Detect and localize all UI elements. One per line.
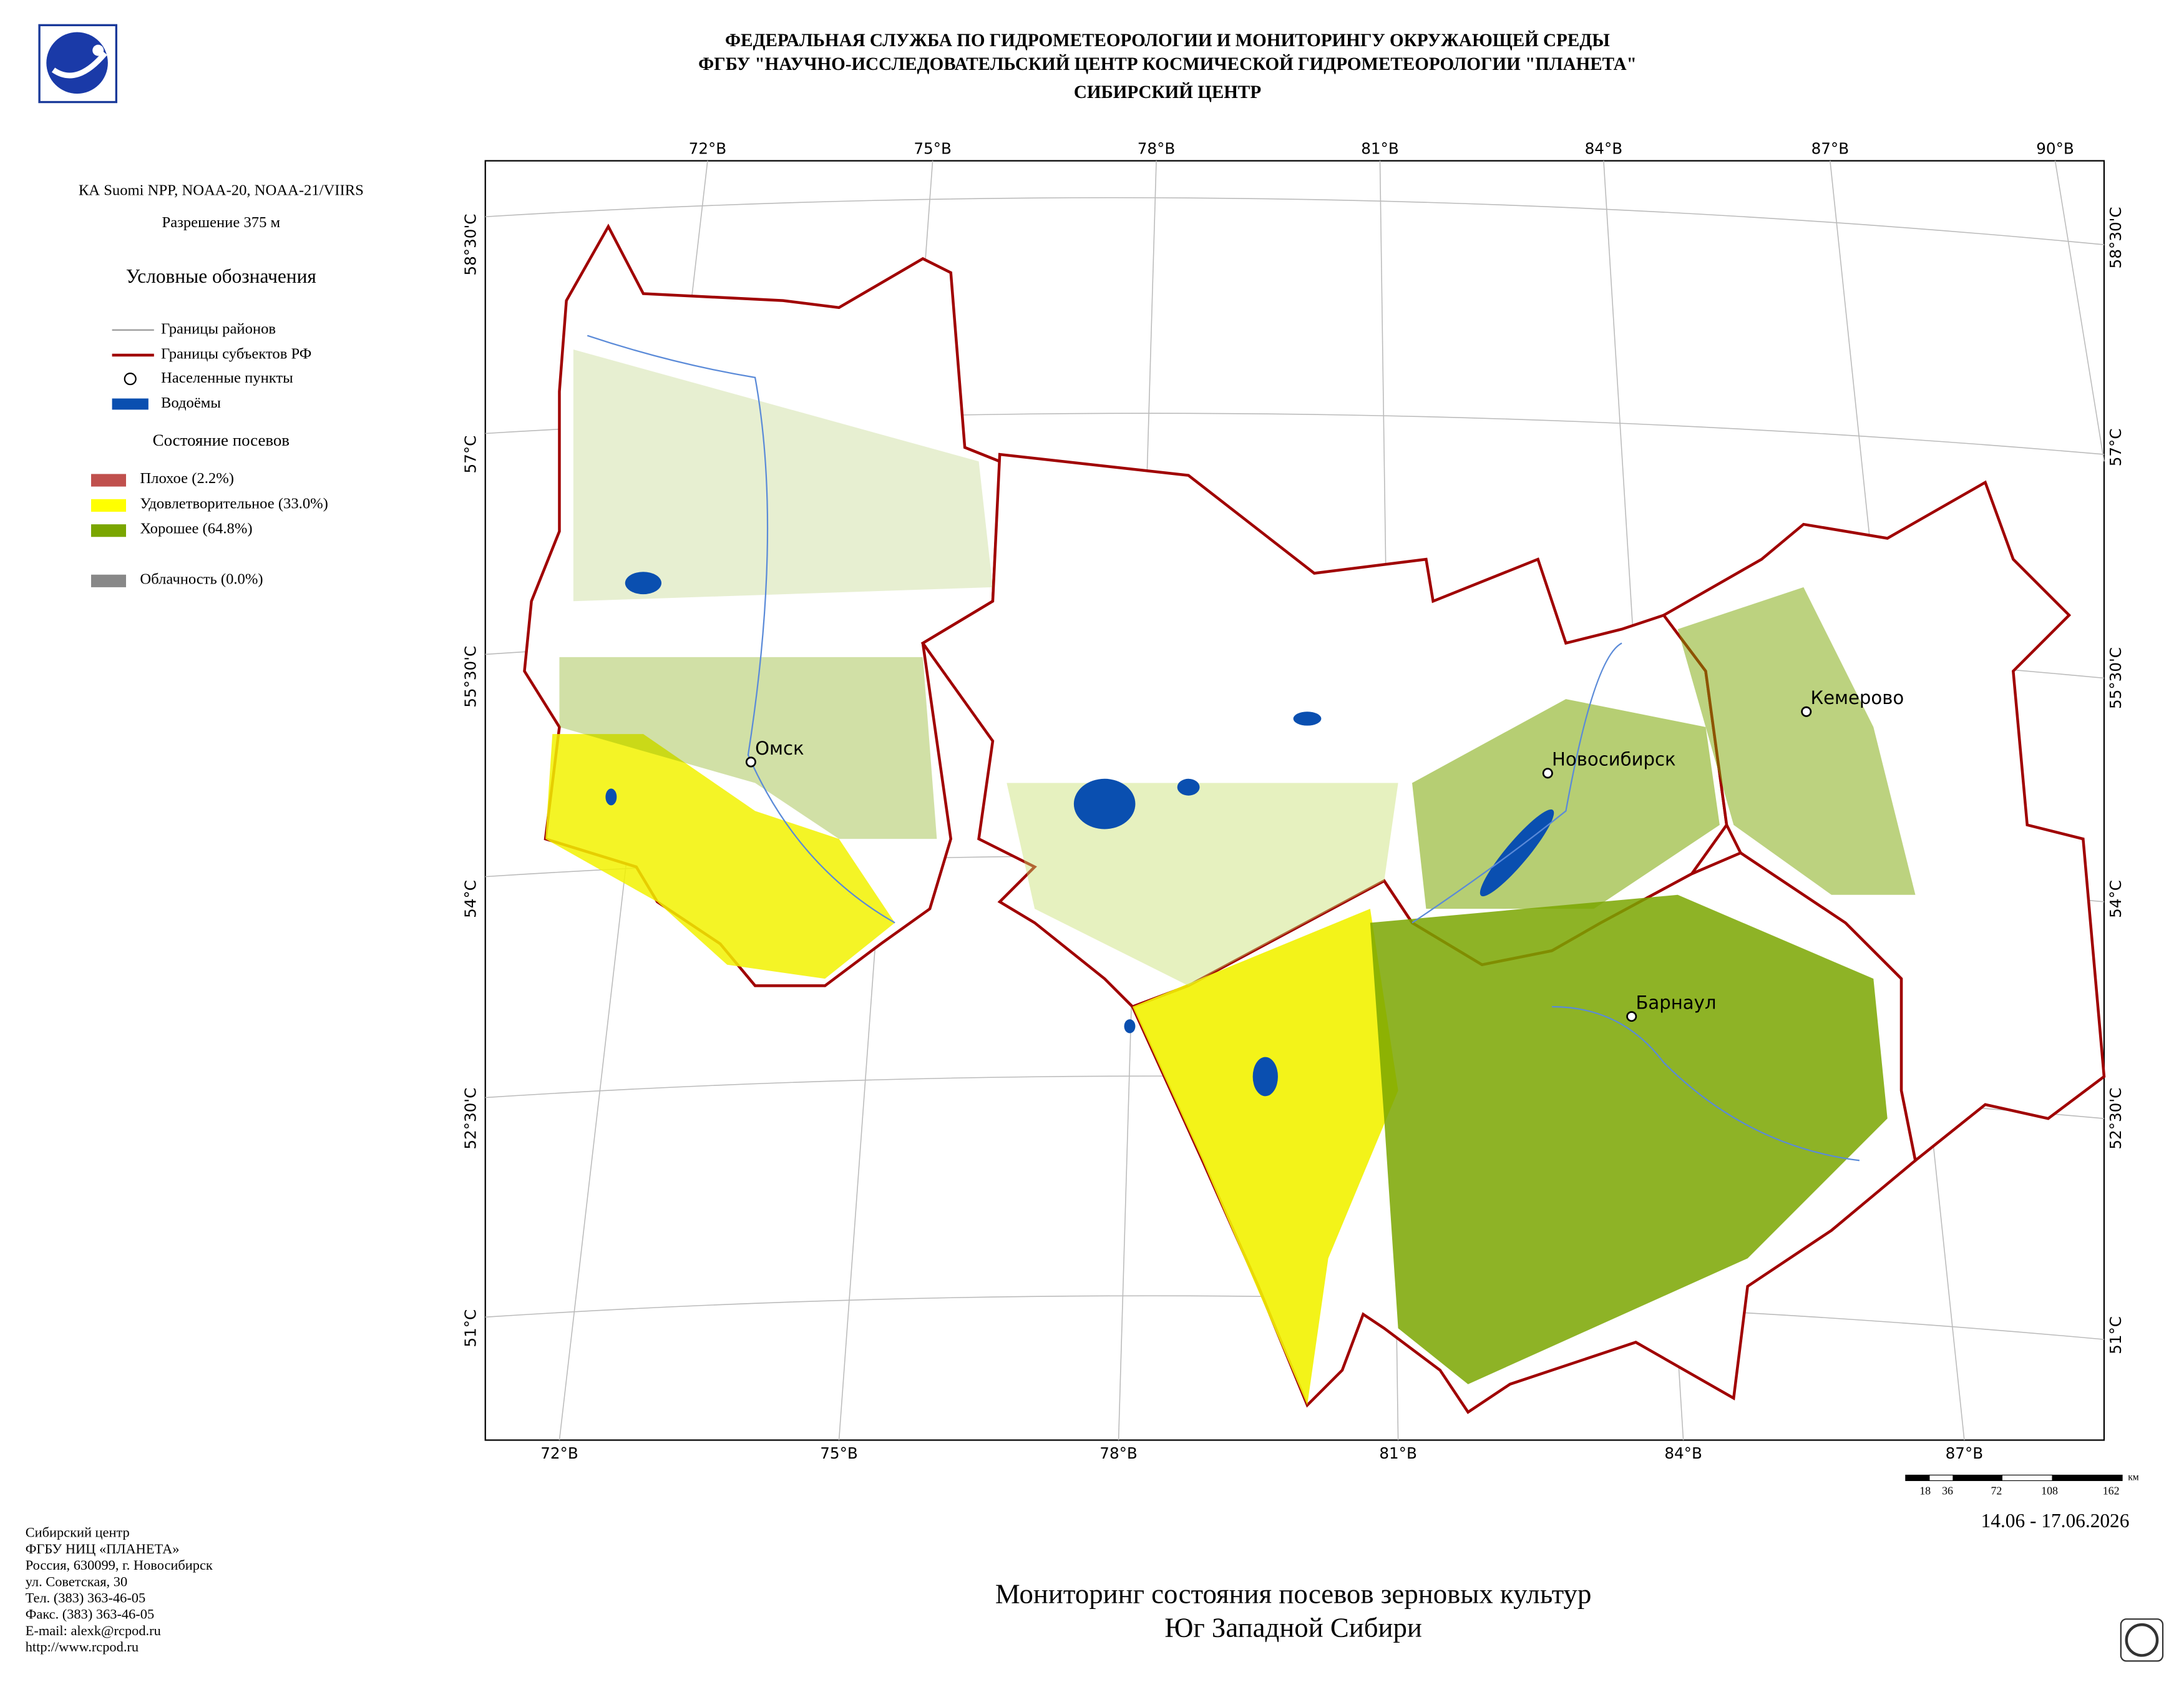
contact-line: http://www.rcpod.ru	[26, 1639, 139, 1655]
legend-item: Хорошее (64.8%)	[140, 521, 252, 537]
title: Мониторинг состояния посевов зерновых ку…	[995, 1578, 1592, 1610]
tick-label: 78°В	[1138, 140, 1176, 158]
tick-label: 54°С	[461, 880, 479, 918]
title: Юг Западной Сибири	[1164, 1611, 1422, 1643]
tick-label: 81°В	[1361, 140, 1399, 158]
legend-swatch	[124, 373, 137, 386]
city-marker	[1626, 1011, 1637, 1022]
contact-line: Сибирский центр	[26, 1525, 130, 1540]
scale-bar	[2052, 1474, 2123, 1481]
contact-line: ул. Советская, 30	[26, 1573, 127, 1589]
legend-swatch	[112, 398, 149, 410]
tick-label: 72°В	[540, 1444, 578, 1462]
scale-unit: км	[2128, 1472, 2139, 1483]
header-line: ФГБУ "НАУЧНО-ИССЛЕДОВАТЕЛЬСКИЙ ЦЕНТР КОС…	[698, 54, 1637, 74]
scale-label: 36	[1942, 1484, 1953, 1497]
tick-label: 78°В	[1099, 1444, 1138, 1462]
tick-label: 52°30'С	[461, 1088, 479, 1150]
tick-label: 90°В	[2036, 140, 2074, 158]
scale-label: 72	[1991, 1484, 2002, 1497]
tick-label: 55°30'С	[2107, 647, 2125, 709]
header-line: СИБИРСКИЙ ЦЕНТР	[1074, 82, 1261, 102]
header-line: ФЕДЕРАЛЬНАЯ СЛУЖБА ПО ГИДРОМЕТЕОРОЛОГИИ …	[725, 30, 1610, 51]
tick-label: 51°С	[461, 1309, 479, 1347]
tick-label: 84°В	[1585, 140, 1623, 158]
iso-badge	[2125, 1623, 2159, 1657]
city-label: Новосибирск	[1552, 749, 1676, 770]
tick-label: 75°В	[820, 1444, 858, 1462]
legend-title: Условные обозначения	[126, 265, 316, 287]
legend-item: Облачность (0.0%)	[140, 570, 263, 587]
tick-label: 87°В	[1811, 140, 1850, 158]
city-marker	[1542, 768, 1553, 779]
tick-label: 81°В	[1379, 1444, 1417, 1462]
contact-line: E-mail: alexk@rcpod.ru	[26, 1623, 161, 1638]
contact-line: ФГБУ НИЦ «ПЛАНЕТА»	[26, 1541, 180, 1557]
tick-label: 75°В	[914, 140, 952, 158]
legend-item: Плохое (2.2%)	[140, 470, 234, 487]
legend-item: Удовлетворительное (33.0%)	[140, 495, 328, 512]
legend-swatch	[90, 499, 126, 512]
legend-subtitle: Состояние посевов	[153, 431, 290, 449]
tick-label: 57°С	[461, 436, 479, 474]
city-marker	[1801, 706, 1812, 717]
contact-line: Тел. (383) 363-46-05	[26, 1590, 146, 1606]
tick-label: 51°С	[2107, 1316, 2125, 1354]
legend-swatch	[90, 474, 126, 487]
legend-swatch	[90, 524, 126, 537]
map	[484, 160, 2106, 1441]
city-label: Барнаул	[1636, 992, 1716, 1013]
crop-areas	[545, 350, 1916, 1406]
scale-bar	[2001, 1474, 2053, 1481]
contact-line: Факс. (383) 363-46-05	[26, 1606, 154, 1622]
tick-label: 58°30'С	[461, 214, 479, 276]
scale-bar	[1952, 1474, 2002, 1481]
scale-label: 162	[2103, 1484, 2120, 1497]
city-label: Кемерово	[1810, 687, 1904, 708]
legend-item: Границы районов	[161, 320, 276, 337]
legend-swatch	[90, 574, 126, 587]
tick-label: 57°С	[2107, 428, 2125, 466]
tick-label: 84°В	[1664, 1444, 1702, 1462]
scale-bar	[1929, 1474, 1954, 1481]
date: 14.06 - 17.06.2026	[1981, 1510, 2130, 1532]
tick-label: 72°В	[689, 140, 727, 158]
resolution: Разрешение 375 м	[162, 214, 281, 231]
tick-label: 52°30'С	[2107, 1088, 2125, 1150]
city-label: Омск	[755, 738, 804, 759]
contact-line: Россия, 630099, г. Новосибирск	[26, 1557, 213, 1573]
tick-label: 58°30'С	[2107, 207, 2125, 268]
sensor: КА Suomi NPP, NOAA-20, NOAA-21/VIIRS	[79, 182, 364, 199]
scale-label: 108	[2041, 1484, 2058, 1497]
legend-item: Населенные пункты	[161, 369, 293, 386]
tick-label: 54°С	[2107, 880, 2125, 918]
tick-label: 55°30'С	[461, 646, 479, 708]
scale-label: 18	[1919, 1484, 1931, 1497]
tick-label: 87°В	[1946, 1444, 1984, 1462]
legend-item: Водоёмы	[161, 394, 221, 411]
city-marker	[745, 756, 756, 768]
legend-item: Границы субъектов РФ	[161, 346, 311, 363]
water-bodies	[605, 572, 1554, 1097]
rivers	[587, 335, 1860, 1161]
logo	[38, 24, 117, 104]
scale-bar	[1905, 1474, 1930, 1481]
